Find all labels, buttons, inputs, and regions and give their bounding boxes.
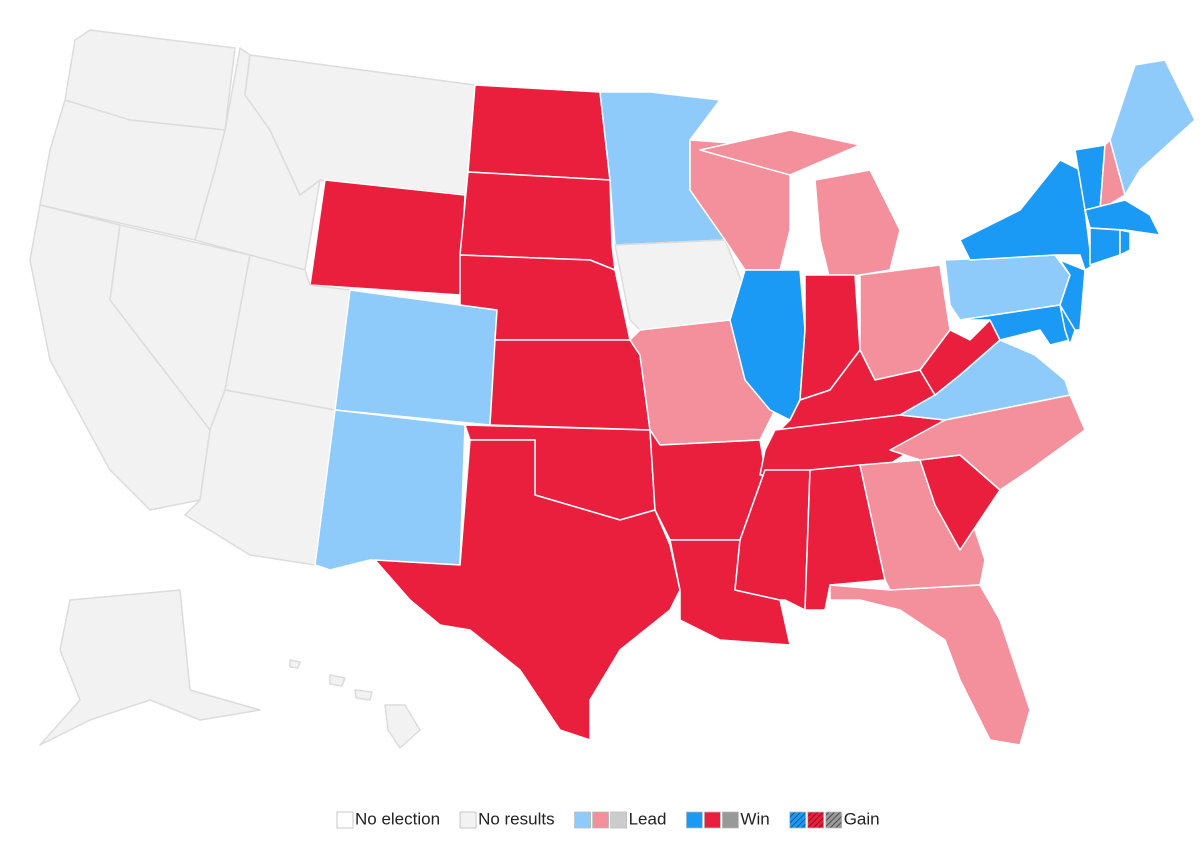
legend-swatch (722, 811, 739, 829)
state (289, 659, 301, 669)
state (374, 439, 681, 741)
legend-swatch (592, 811, 609, 829)
state (334, 289, 498, 426)
legend-swatch (574, 811, 591, 829)
state (309, 179, 466, 296)
state (814, 169, 901, 281)
state (699, 129, 861, 176)
state (829, 584, 1031, 746)
legend-swatch (807, 811, 825, 829)
state (614, 239, 746, 331)
legend-label: Win (740, 809, 769, 828)
legend-label: No election (355, 809, 440, 828)
legend-swatch (610, 811, 627, 829)
states (29, 29, 1196, 749)
legend-swatch (825, 811, 843, 829)
state (489, 339, 651, 431)
state (354, 689, 373, 701)
state (1059, 304, 1076, 346)
state (384, 704, 421, 749)
legend-swatch (459, 811, 477, 829)
state (467, 84, 611, 181)
legend-swatch (789, 811, 807, 829)
legend-swatch (704, 811, 721, 829)
state (314, 409, 466, 571)
state (329, 674, 346, 687)
legend: No election No results Lead Win Gain (336, 809, 880, 829)
state (39, 589, 261, 746)
legend-label: Gain (844, 809, 880, 828)
legend-label: Lead (629, 809, 667, 828)
legend-swatch (686, 811, 703, 829)
legend-swatch (336, 811, 354, 829)
state (1119, 229, 1131, 256)
state (1109, 59, 1196, 196)
legend-label: No results (478, 809, 555, 828)
state (1089, 227, 1121, 266)
